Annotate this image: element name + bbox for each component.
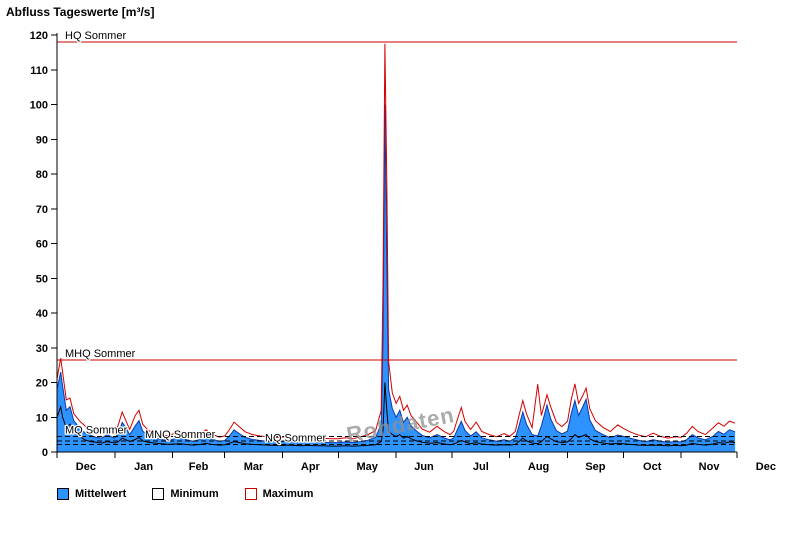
chart-title: Abfluss Tageswerte [m³/s] <box>6 5 155 19</box>
x-tick-label: Mar <box>244 461 264 473</box>
y-tick-label: 0 <box>42 447 48 459</box>
y-tick-label: 120 <box>30 30 48 42</box>
y-tick-label: 10 <box>36 412 48 424</box>
refline-label-mnq-sommer: MNQ Sommer <box>145 429 216 441</box>
legend-label-mittelwert: Mittelwert <box>75 488 127 500</box>
y-tick-label: 60 <box>36 239 48 251</box>
y-tick-label: 40 <box>36 308 48 320</box>
x-tick-label: Dec <box>756 461 776 473</box>
x-tick-label: Dec <box>76 461 96 473</box>
y-tick-label: 50 <box>36 273 48 285</box>
legend-label-maximum: Maximum <box>262 488 314 500</box>
y-tick-label: 100 <box>30 100 48 112</box>
legend-swatch-minimum <box>152 488 165 500</box>
legend-label-minimum: Minimum <box>170 488 219 500</box>
refline-label-nq-sommer: NQ Sommer <box>265 432 326 444</box>
legend-item-maximum: Maximum <box>244 488 314 500</box>
x-tick-label: Jun <box>414 461 434 473</box>
series-mittelwert-line <box>56 104 736 444</box>
plot-canvas: HQ Sommer MHQ Sommer MQ Sommer MNQ Sommer NQ… <box>30 29 776 473</box>
x-tick-label: Sep <box>585 461 605 473</box>
y-tick-label: 90 <box>36 134 48 146</box>
y-tick-label: 80 <box>36 169 48 181</box>
x-tick-label: Aug <box>528 461 549 473</box>
x-tick-label: Apr <box>301 461 321 473</box>
legend-swatch-maximum <box>244 488 257 500</box>
y-tick-label: 30 <box>36 343 48 355</box>
x-tick-label: May <box>356 461 378 473</box>
y-tick-label: 70 <box>36 204 48 216</box>
y-tick-label: 20 <box>36 378 48 390</box>
legend-item-minimum: Minimum <box>152 488 219 500</box>
x-tick-label: Jan <box>134 461 153 473</box>
y-tick-label: 110 <box>30 65 48 77</box>
x-tick-label: Feb <box>189 461 209 473</box>
legend-swatch-mittelwert <box>57 488 69 500</box>
series-maximum-line <box>56 43 736 440</box>
series-mittelwert-area <box>57 104 736 452</box>
refline-label-mhq-sommer: MHQ Sommer <box>65 348 136 360</box>
refline-label-mq-sommer: MQ Sommer <box>65 425 128 437</box>
chart-legend: Mittelwert Minimum Maximum <box>57 488 313 500</box>
x-tick-label: Jul <box>473 461 489 473</box>
refline-label-hq-sommer: HQ Sommer <box>65 30 126 42</box>
x-tick-label: Nov <box>699 461 721 473</box>
x-tick-label: Oct <box>643 461 662 473</box>
legend-item-mittelwert: Mittelwert <box>57 488 126 500</box>
